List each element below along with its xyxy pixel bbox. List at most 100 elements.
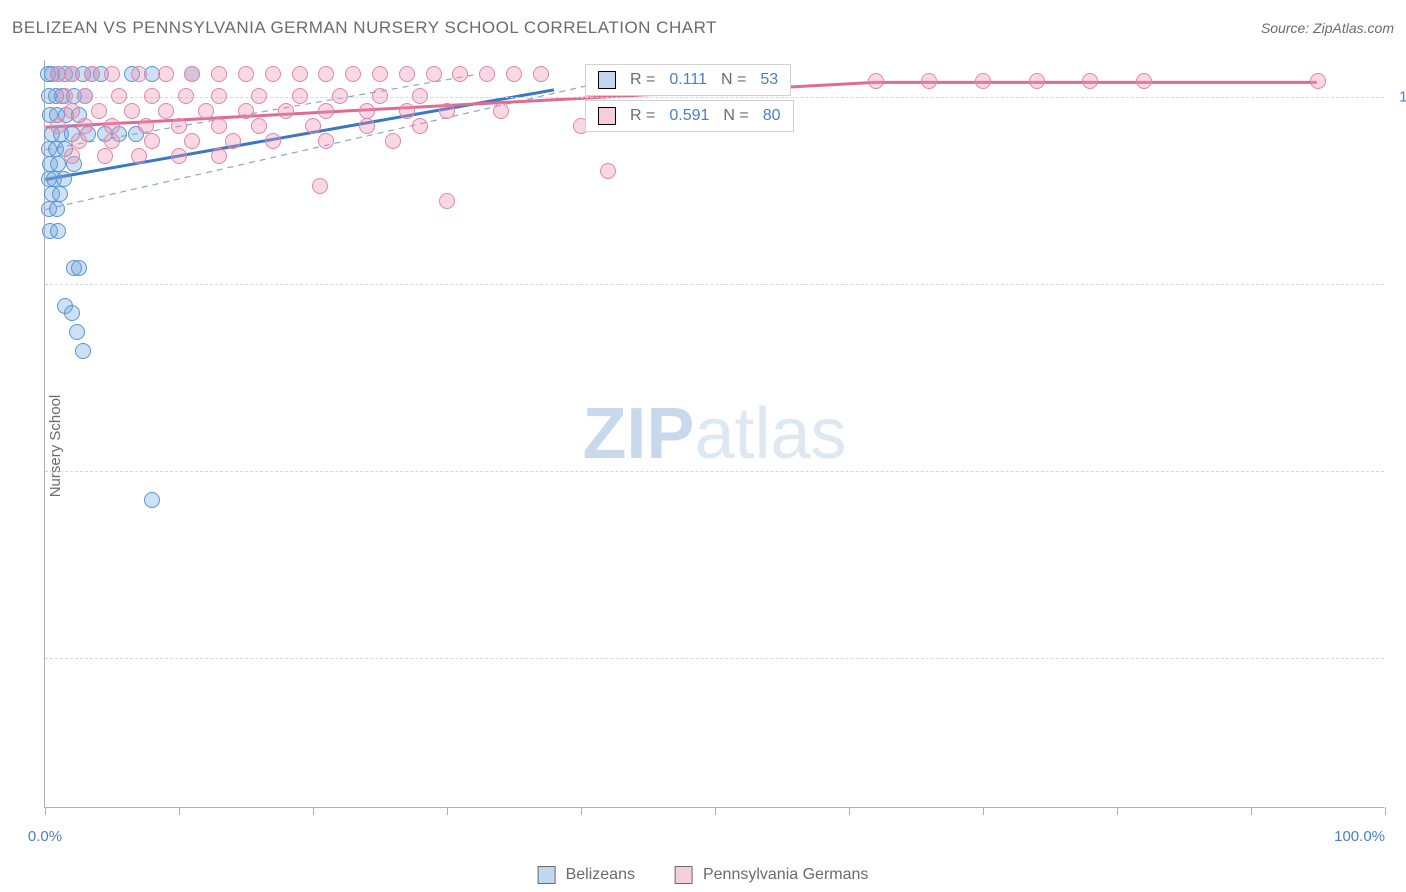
data-point	[144, 492, 160, 508]
data-point	[64, 148, 80, 164]
n-value: 53	[760, 71, 778, 89]
legend-swatch	[598, 107, 616, 125]
data-point	[138, 118, 154, 134]
x-tick	[715, 807, 716, 815]
r-value: 0.111	[669, 71, 707, 89]
bottom-legend: Belizeans Pennsylvania Germans	[538, 866, 869, 884]
data-point	[104, 66, 120, 82]
data-point	[84, 66, 100, 82]
data-point	[144, 133, 160, 149]
data-point	[265, 133, 281, 149]
data-point	[278, 103, 294, 119]
data-point	[111, 88, 127, 104]
data-point	[318, 66, 334, 82]
x-tick	[179, 807, 180, 815]
x-tick	[581, 807, 582, 815]
chart-plot-area: ZIPatlas 85.0%90.0%95.0%100.0%0.0%100.0%…	[44, 60, 1384, 808]
data-point	[533, 66, 549, 82]
data-point	[412, 88, 428, 104]
data-point	[69, 324, 85, 340]
data-point	[211, 148, 227, 164]
data-point	[171, 148, 187, 164]
data-point	[975, 73, 991, 89]
data-point	[493, 103, 509, 119]
stats-box: R = 0.591 N = 80	[585, 100, 794, 132]
data-point	[318, 103, 334, 119]
x-tick-label-max: 100.0%	[1334, 828, 1385, 845]
data-point	[75, 343, 91, 359]
data-point	[184, 133, 200, 149]
x-tick	[849, 807, 850, 815]
gridline	[45, 284, 1384, 285]
x-tick	[447, 807, 448, 815]
gridline	[45, 658, 1384, 659]
legend-item: Pennsylvania Germans	[675, 866, 868, 884]
data-point	[77, 118, 93, 134]
data-point	[479, 66, 495, 82]
r-value: 0.591	[669, 107, 709, 125]
data-point	[124, 103, 140, 119]
data-point	[171, 118, 187, 134]
trend-lines	[45, 60, 1384, 807]
r-label: R =	[630, 107, 655, 125]
data-point	[251, 88, 267, 104]
data-point	[52, 186, 68, 202]
source-attribution: Source: ZipAtlas.com	[1261, 20, 1394, 36]
data-point	[372, 66, 388, 82]
data-point	[426, 66, 442, 82]
data-point	[64, 66, 80, 82]
data-point	[178, 88, 194, 104]
data-point	[372, 88, 388, 104]
chart-title: BELIZEAN VS PENNSYLVANIA GERMAN NURSERY …	[12, 18, 717, 38]
data-point	[399, 103, 415, 119]
data-point	[211, 118, 227, 134]
data-point	[91, 103, 107, 119]
data-point	[921, 73, 937, 89]
data-point	[359, 103, 375, 119]
data-point	[452, 66, 468, 82]
data-point	[71, 133, 87, 149]
data-point	[292, 66, 308, 82]
x-tick	[1385, 807, 1386, 815]
data-point	[868, 73, 884, 89]
x-tick-label-min: 0.0%	[28, 828, 62, 845]
n-label: N =	[721, 71, 746, 89]
data-point	[64, 103, 80, 119]
data-point	[211, 88, 227, 104]
r-label: R =	[630, 71, 655, 89]
n-value: 80	[763, 107, 781, 125]
data-point	[332, 88, 348, 104]
data-point	[439, 103, 455, 119]
legend-swatch	[598, 71, 616, 89]
data-point	[131, 66, 147, 82]
data-point	[251, 118, 267, 134]
data-point	[158, 103, 174, 119]
data-point	[49, 201, 65, 217]
data-point	[399, 66, 415, 82]
x-tick	[45, 807, 46, 815]
x-tick	[1117, 807, 1118, 815]
watermark: ZIPatlas	[582, 393, 846, 475]
data-point	[57, 88, 73, 104]
data-point	[385, 133, 401, 149]
data-point	[238, 103, 254, 119]
data-point	[506, 66, 522, 82]
n-label: N =	[723, 107, 748, 125]
data-point	[600, 163, 616, 179]
x-tick	[983, 807, 984, 815]
data-point	[184, 66, 200, 82]
legend-swatch	[675, 866, 693, 884]
data-point	[345, 66, 361, 82]
data-point	[412, 118, 428, 134]
data-point	[1136, 73, 1152, 89]
data-point	[238, 66, 254, 82]
data-point	[1082, 73, 1098, 89]
legend-label: Belizeans	[566, 866, 635, 884]
data-point	[211, 66, 227, 82]
data-point	[144, 88, 160, 104]
stats-box: R = 0.111 N = 53	[585, 64, 791, 96]
data-point	[439, 193, 455, 209]
legend-item: Belizeans	[538, 866, 635, 884]
gridline	[45, 471, 1384, 472]
data-point	[64, 305, 80, 321]
